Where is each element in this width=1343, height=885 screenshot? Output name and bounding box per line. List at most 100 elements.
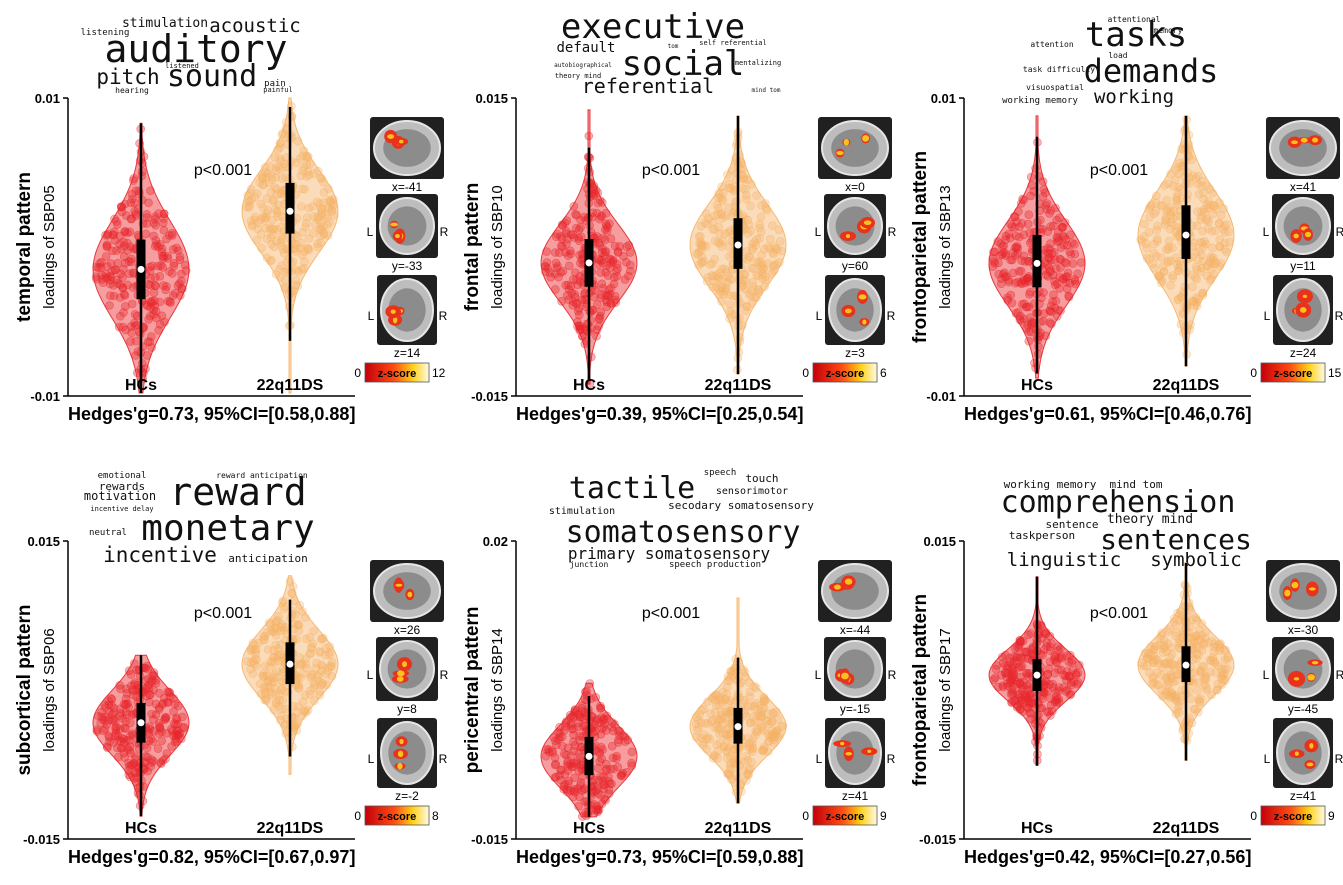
y-tick-label: -0.015	[23, 832, 60, 847]
slice-coordinate: x=0	[845, 180, 865, 194]
brain-coronal-icon	[824, 194, 886, 258]
group-label: HCs	[1021, 820, 1053, 837]
median-marker	[286, 660, 294, 668]
wordcloud-word: memory	[1154, 26, 1183, 35]
y-axis-title: pericentral pattern	[462, 607, 483, 774]
brain-sagittal-icon	[818, 560, 892, 622]
slice-coordinate: z=14	[394, 346, 421, 360]
wordcloud-word: theory mind	[1107, 512, 1193, 527]
slice-coordinate: z=3	[845, 346, 865, 360]
wordcloud-word: sentences	[1100, 523, 1252, 556]
wordcloud-word: speech production	[669, 560, 761, 570]
median-marker	[137, 265, 145, 273]
wordcloud-word: tasks	[1085, 15, 1187, 55]
brain-sagittal-icon	[818, 117, 892, 179]
violin-points	[692, 127, 787, 375]
slice-coordinate: x=-41	[392, 180, 423, 194]
wordcloud-word: acoustic	[209, 15, 301, 37]
y-axis-title: frontal pattern	[462, 183, 483, 312]
wordcloud-word: stimulation	[549, 506, 615, 517]
hemisphere-right: R	[1335, 752, 1343, 766]
wordcloud-word: self referential	[699, 39, 766, 47]
colorbar-icon	[364, 362, 430, 383]
wordcloud-word: secodary somatosensory	[668, 499, 814, 512]
slice-coordinate: y=-33	[392, 259, 423, 273]
median-marker	[1033, 671, 1041, 679]
colorbar-min: 0	[354, 366, 361, 380]
y-tick-label: 0.015	[27, 534, 60, 549]
colorbar-max: 8	[432, 809, 439, 823]
brain-sagittal-icon	[370, 117, 444, 179]
group-label: 22q11DS	[1153, 820, 1220, 837]
wordcloud-word: mentalizing	[735, 59, 781, 67]
median-marker	[585, 259, 593, 267]
violin-hcs	[988, 115, 1086, 379]
effect-size: Hedges'g=0.42, 95%CI=[0.27,0.56]	[964, 847, 1251, 867]
wordcloud-word: comprehension	[1001, 485, 1236, 520]
y-axis-title: frontoparietal pattern	[910, 594, 931, 786]
colorbar-icon	[1260, 362, 1326, 383]
hemisphere-right: R	[439, 309, 448, 323]
hemisphere-left: L	[368, 752, 375, 766]
y-tick-label: 0.015	[923, 534, 956, 549]
wordcloud-word: motivation	[84, 489, 156, 503]
slice-coordinate: y=-45	[1288, 702, 1319, 716]
hemisphere-left: L	[367, 225, 374, 239]
chart-panel-sbp17: working memory mind tom comprehension sente…	[896, 443, 1343, 885]
violin-points	[541, 679, 637, 821]
group-label: HCs	[125, 377, 157, 394]
violin-22q11ds	[689, 597, 788, 804]
wordcloud-word: painful	[263, 86, 293, 94]
brain-coronal-icon	[1272, 637, 1334, 701]
wordcloud-word: mind tom	[752, 87, 781, 94]
colorbar-icon	[812, 805, 878, 826]
slice-coordinate: z=24	[1290, 346, 1317, 360]
wordcloud-word: anticipation	[228, 552, 307, 565]
wordcloud-word: reward anticipation	[216, 471, 308, 480]
brain-axial-icon	[377, 718, 437, 788]
wordcloud-word: touch	[745, 472, 778, 485]
wordcloud-word: referential	[582, 74, 714, 98]
y-axis-title: frontoparietal pattern	[910, 151, 931, 343]
wordcloud-word: tom	[668, 43, 679, 50]
violin-hcs	[540, 679, 638, 821]
violin-points	[691, 654, 788, 797]
median-marker	[286, 207, 294, 215]
slice-coordinate: y=8	[397, 702, 417, 716]
y-axis	[511, 97, 517, 397]
wordcloud-word: reward	[169, 470, 306, 514]
wordcloud-word: pitch	[96, 65, 159, 89]
p-value: p<0.001	[1090, 605, 1148, 622]
wordcloud-word: monetary	[141, 508, 314, 549]
violin-22q11ds	[1136, 115, 1235, 367]
median-marker	[1033, 259, 1041, 267]
group-label: HCs	[125, 820, 157, 837]
median-marker	[1182, 231, 1190, 239]
y-axis-title: subcortical pattern	[14, 604, 35, 775]
colorbar-icon	[1260, 805, 1326, 826]
violin-points	[243, 577, 337, 752]
slice-coordinate: y=60	[842, 259, 869, 273]
wordcloud-word: default	[556, 40, 615, 56]
y-tick-label: 0.015	[475, 91, 508, 106]
wordcloud-word: junction	[570, 560, 609, 569]
y-tick-label: -0.01	[926, 389, 956, 404]
hemisphere-left: L	[367, 668, 374, 682]
brain-coronal-icon	[824, 637, 886, 701]
hemisphere-left: L	[815, 668, 822, 682]
hemisphere-left: L	[1264, 752, 1271, 766]
effect-size: Hedges'g=0.73, 95%CI=[0.59,0.88]	[516, 847, 803, 867]
chart-panel-sbp06: emotional reward anticipation rewards rewar…	[0, 443, 449, 885]
violin-hcs	[92, 654, 190, 817]
slice-coordinate: x=-44	[840, 623, 871, 637]
group-label: 22q11DS	[1153, 377, 1220, 394]
brain-axial-icon	[377, 275, 437, 345]
slice-coordinate: z=-2	[395, 789, 419, 803]
hemisphere-right: R	[440, 225, 449, 239]
y-axis	[63, 97, 69, 397]
brain-axial-icon	[1273, 718, 1333, 788]
colorbar-label: z-score	[826, 811, 865, 823]
y-tick-label: 0.01	[35, 91, 60, 106]
y-axis-subtitle: loadings of SBP13	[937, 185, 954, 308]
group-label: HCs	[1021, 377, 1053, 394]
